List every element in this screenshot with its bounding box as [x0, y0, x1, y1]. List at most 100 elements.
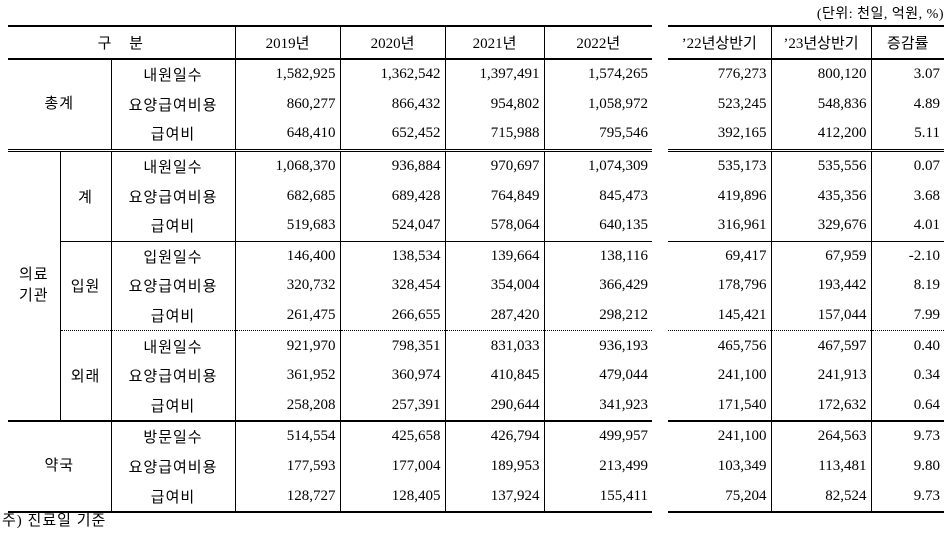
table-row: 요양급여비용 177,593 177,004 189,953 213,499: [8, 451, 652, 482]
row-label: 급여비: [110, 481, 235, 512]
value-cell: 138,116: [543, 240, 652, 272]
value-cell: 426,794: [444, 420, 544, 452]
value-cell: 535,173: [668, 148, 771, 182]
value-cell: 465,756: [668, 330, 771, 361]
value-cell: 866,432: [339, 89, 445, 120]
value-cell: 936,884: [339, 148, 445, 182]
value-cell: 67,959: [770, 240, 871, 272]
table-row: 약국 방문일수 514,554 425,658 426,794 499,957: [8, 420, 652, 512]
value-cell: 287,420: [444, 300, 544, 331]
value-cell: 479,044: [543, 360, 652, 391]
value-cell: 9.80: [870, 451, 944, 482]
value-cell: 548,836: [770, 89, 871, 120]
value-cell: 519,683: [234, 210, 340, 242]
table-row: 419,896 435,356 3.68: [668, 181, 944, 211]
value-cell: 4.01: [870, 210, 944, 242]
value-cell: 425,658: [339, 420, 445, 452]
value-cell: 366,429: [543, 271, 652, 301]
row-label: 급여비: [110, 210, 235, 242]
stats-table-halfyear: ’22년상반기 ’23년상반기 증감률 776,273 800,120 3.07 52…: [668, 25, 944, 513]
value-cell: 128,405: [339, 481, 445, 512]
value-cell: 328,454: [339, 271, 445, 301]
value-cell: 172,632: [770, 390, 871, 422]
value-cell: 1,074,309: [543, 148, 652, 182]
value-cell: 764,849: [444, 181, 544, 211]
value-cell: 360,974: [339, 360, 445, 391]
table-row: 요양급여비용 860,277 866,432 954,802 1,058,972: [8, 89, 652, 120]
value-cell: 137,924: [444, 481, 544, 512]
value-cell: 795,546: [543, 119, 652, 151]
column-header-23h1: ’23년상반기: [770, 26, 871, 60]
header-row: 구 분 2019년 2020년 2021년 2022년: [8, 26, 652, 60]
value-cell: 0.07: [870, 148, 944, 182]
value-cell: 155,411: [543, 481, 652, 512]
table-row: 178,796 193,442 8.19: [668, 271, 944, 301]
value-cell: 798,351: [339, 330, 445, 361]
value-cell: 241,100: [668, 420, 771, 452]
table-row: 급여비 261,475 266,655 287,420 298,212: [8, 300, 652, 331]
row-label: 요양급여비용: [110, 360, 235, 391]
column-header-22h1: ’22년상반기: [668, 26, 771, 60]
value-cell: 341,923: [543, 390, 652, 422]
table-row: 241,100 241,913 0.34: [668, 360, 944, 391]
value-cell: 514,554: [234, 420, 340, 452]
table-row: 급여비 128,727 128,405 137,924 155,411: [8, 481, 652, 512]
value-cell: 128,727: [234, 481, 340, 512]
value-cell: 860,277: [234, 89, 340, 120]
value-cell: 1,362,542: [339, 59, 445, 90]
value-cell: 435,356: [770, 181, 871, 211]
footnote: 주) 진료일 기준: [2, 513, 107, 529]
value-cell: 3.68: [870, 181, 944, 211]
header-row: ’22년상반기 ’23년상반기 증감률: [668, 26, 944, 60]
value-cell: 258,208: [234, 390, 340, 422]
table-row: 103,349 113,481 9.80: [668, 451, 944, 482]
value-cell: 936,193: [543, 330, 652, 361]
unit-label: (단위: 천일, 억원, %): [816, 7, 944, 22]
value-cell: 1,397,491: [444, 59, 544, 90]
value-cell: 412,200: [770, 119, 871, 151]
value-cell: 640,135: [543, 210, 652, 242]
table-row: 523,245 548,836 4.89: [668, 89, 944, 120]
column-header-2021: 2021년: [444, 26, 544, 60]
value-cell: 320,732: [234, 271, 340, 301]
value-cell: 689,428: [339, 181, 445, 211]
row-label: 방문일수: [110, 420, 235, 452]
table-row: 171,540 172,632 0.64: [668, 390, 944, 422]
value-cell: 329,676: [770, 210, 871, 242]
table-row: 의료 기관 계 내원일수 1,068,370 936,884 970,697 1,074,3…: [8, 148, 652, 422]
value-cell: 241,913: [770, 360, 871, 391]
value-cell: 103,349: [717, 458, 767, 475]
value-cell: 392,165: [717, 125, 767, 142]
value-cell: 800,120: [770, 59, 871, 90]
value-cell: 467,597: [770, 330, 871, 361]
value-cell: 138,534: [339, 240, 445, 272]
value-cell: 139,664: [444, 240, 544, 272]
right-table-body: 776,273 800,120 3.07 523,245 548,836 4.89 392,…: [668, 59, 944, 512]
group-cell: 의료 기관: [8, 148, 60, 422]
value-cell: 715,988: [444, 119, 544, 151]
value-cell: 82,524: [770, 481, 871, 512]
row-label: 요양급여비용: [110, 89, 235, 120]
subgroup-cell: 외래: [59, 330, 111, 422]
value-cell: 524,047: [339, 210, 445, 242]
table-row: 465,756 467,597 0.40: [668, 330, 944, 361]
value-cell: 1,068,370: [234, 148, 340, 182]
value-cell: 1,058,972: [543, 89, 652, 120]
row-label: 요양급여비용: [110, 451, 235, 482]
table-row: 급여비 258,208 257,391 290,644 341,923: [8, 390, 652, 422]
value-cell: 257,391: [339, 390, 445, 422]
subgroup-cell: 입원: [59, 240, 111, 331]
subgroup-cell: 계: [59, 148, 111, 242]
table-row: 535,173 535,556 0.07: [668, 148, 944, 182]
table-row: 392,165 412,200 5.11: [668, 119, 944, 151]
row-label: 급여비: [110, 390, 235, 422]
value-cell: 146,400: [234, 240, 340, 272]
value-cell: 264,563: [770, 420, 871, 452]
value-cell: 648,410: [234, 119, 340, 151]
value-cell: 523,245: [717, 95, 767, 112]
value-cell: 578,064: [444, 210, 544, 242]
table-row: 69,417 67,959 -2.10: [668, 240, 944, 272]
column-header-2019: 2019년: [234, 26, 340, 60]
value-cell: 9.73: [870, 481, 944, 512]
